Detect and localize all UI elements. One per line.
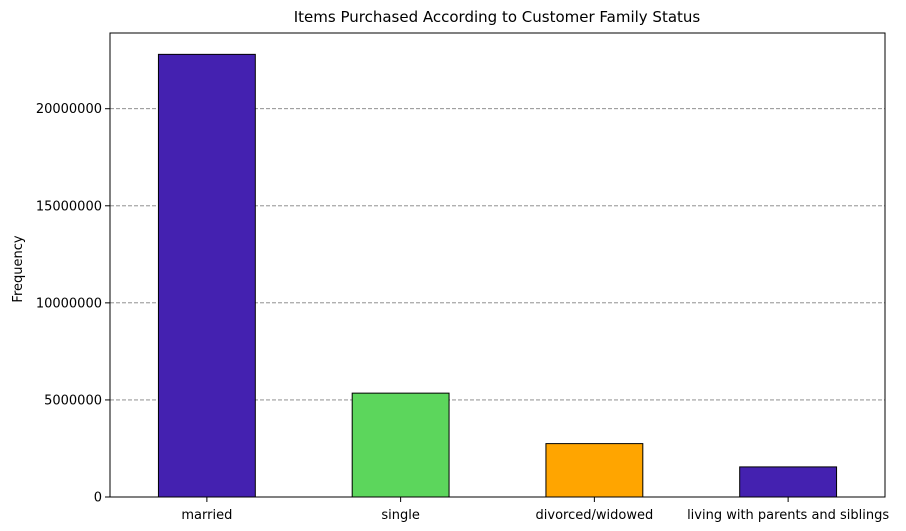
x-tick-label: living with parents and siblings	[687, 508, 889, 523]
bar-living-with-parents-and-siblings	[739, 466, 838, 498]
y-axis-ticks: 0 5000000 10000000 15000000 20000000	[36, 102, 110, 506]
y-tick-label: 15000000	[36, 199, 102, 214]
x-tick-label: married	[181, 508, 232, 523]
y-tick-label: 20000000	[36, 102, 102, 117]
y-tick-label: 0	[94, 491, 102, 506]
y-tick-label: 5000000	[44, 393, 102, 408]
y-axis-title: Frequency	[11, 235, 26, 302]
plot-frame	[109, 32, 886, 498]
chart-title: Items Purchased According to Customer Fa…	[294, 8, 701, 26]
x-tick-label: single	[381, 508, 420, 523]
bar-single	[351, 392, 450, 498]
bars	[157, 53, 838, 498]
x-axis-ticks: married single divorced/widowed living with…	[181, 497, 889, 523]
bar-married	[157, 53, 256, 498]
x-tick-label: divorced/widowed	[536, 508, 654, 523]
bar-divorced-widowed	[545, 443, 644, 498]
y-tick-label: 10000000	[36, 296, 102, 311]
